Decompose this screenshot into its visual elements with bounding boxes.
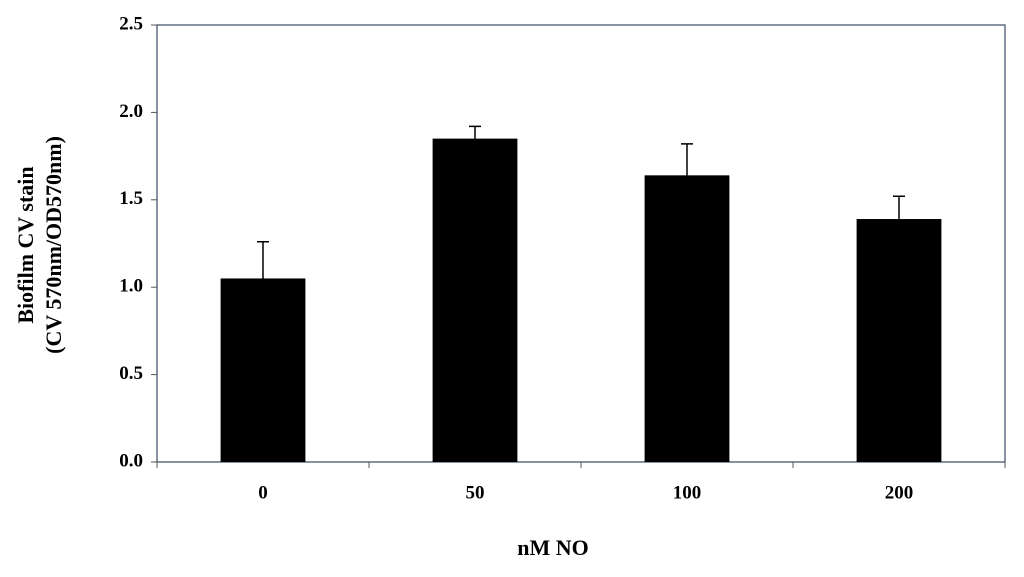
y-tick-label: 0.5 — [119, 363, 143, 384]
y-axis-label: Biofilm CV stain — [13, 166, 38, 323]
x-tick-label: 200 — [885, 482, 914, 503]
error-bar — [893, 195, 905, 220]
bar — [432, 138, 518, 462]
y-tick-label: 1.5 — [119, 188, 143, 209]
error-bar — [681, 143, 693, 176]
bar — [856, 219, 942, 462]
y-tick-label: 1.0 — [119, 276, 143, 297]
x-tick-label: 50 — [466, 482, 485, 503]
x-tick-label: 100 — [673, 482, 702, 503]
bar — [644, 175, 730, 462]
y-tick-label: 0.0 — [119, 450, 143, 471]
y-axis-label: (CV 570nm/OD570nm) — [41, 136, 66, 354]
bar — [220, 278, 306, 462]
y-tick-label: 2.5 — [119, 13, 143, 34]
error-bar — [469, 125, 481, 139]
error-bar — [257, 241, 269, 279]
y-tick-label: 2.0 — [119, 101, 143, 122]
x-axis-label: nM NO — [517, 535, 589, 560]
x-tick-label: 0 — [258, 482, 268, 503]
